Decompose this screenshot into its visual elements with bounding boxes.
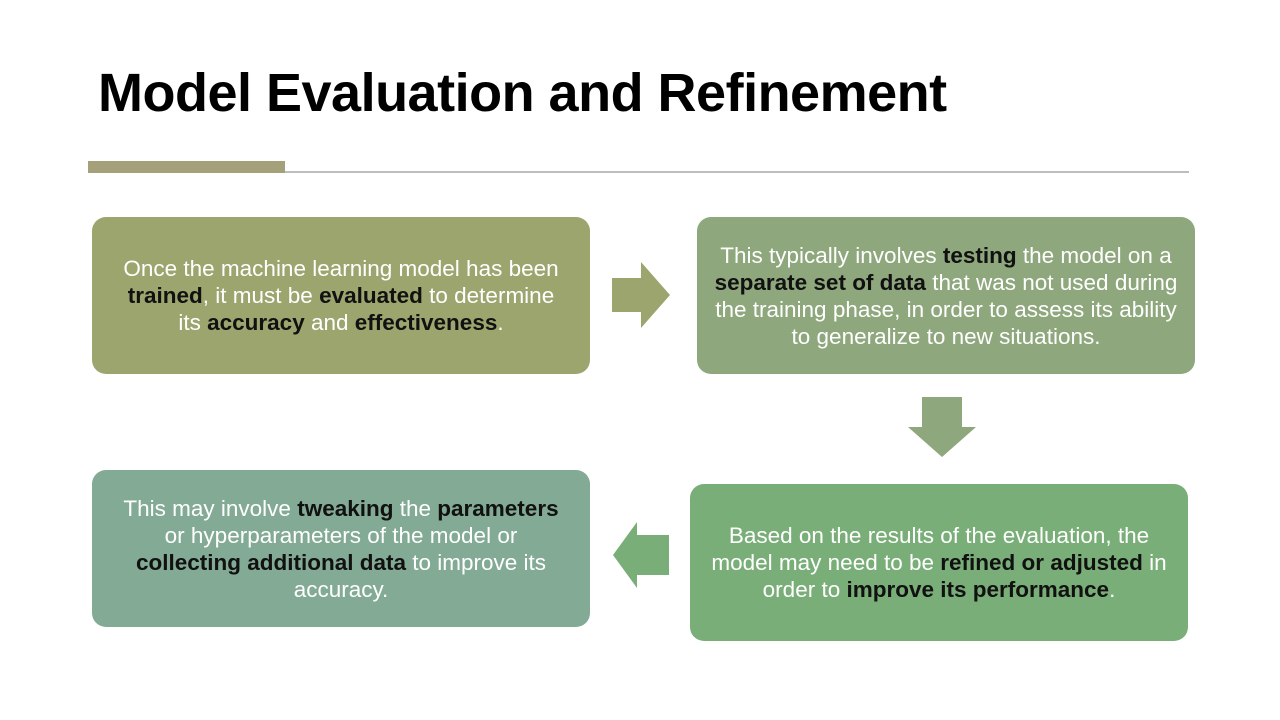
emphasis-text: or: [1021, 550, 1045, 575]
emphasis-text: testing: [942, 242, 1017, 268]
emphasis-text: trained: [127, 283, 203, 308]
step-text-1: Once the machine learning model has been…: [123, 256, 559, 335]
emphasis-text: separate set of data: [714, 269, 926, 295]
step-box-1: Once the machine learning model has been…: [92, 217, 590, 374]
emphasis-text: tweaking: [297, 495, 394, 521]
title-divider-line: [88, 171, 1189, 173]
step-box-3: Based on the results of the evaluation, …: [690, 484, 1188, 641]
emphasis-text: accuracy: [207, 310, 305, 335]
step-box-4: This may involve tweaking the parameters…: [92, 470, 590, 627]
arrow-down-icon: [908, 397, 976, 457]
arrow-down-shape: [908, 397, 976, 457]
emphasis-text: adjusted: [1050, 550, 1143, 575]
emphasis-text: refined: [940, 550, 1016, 575]
emphasis-text: collecting additional data: [135, 549, 406, 575]
emphasis-text: parameters: [437, 495, 559, 521]
arrow-right-icon: [612, 262, 670, 328]
emphasis-text: effectiveness: [354, 310, 498, 335]
arrow-right-shape: [612, 262, 670, 328]
step-text-3: Based on the results of the evaluation, …: [711, 523, 1167, 602]
arrow-left-icon: [613, 522, 669, 588]
step-text-2: This typically involves testing the mode…: [714, 242, 1178, 349]
step-box-2: This typically involves testing the mode…: [697, 217, 1195, 374]
step-text-4: This may involve tweaking the parameters…: [123, 495, 559, 602]
emphasis-text: improve its performance: [846, 577, 1110, 602]
arrow-left-shape: [613, 522, 669, 588]
emphasis-text: evaluated: [319, 283, 423, 308]
slide-title: Model Evaluation and Refinement: [98, 63, 947, 123]
title-accent-bar: [88, 161, 285, 173]
